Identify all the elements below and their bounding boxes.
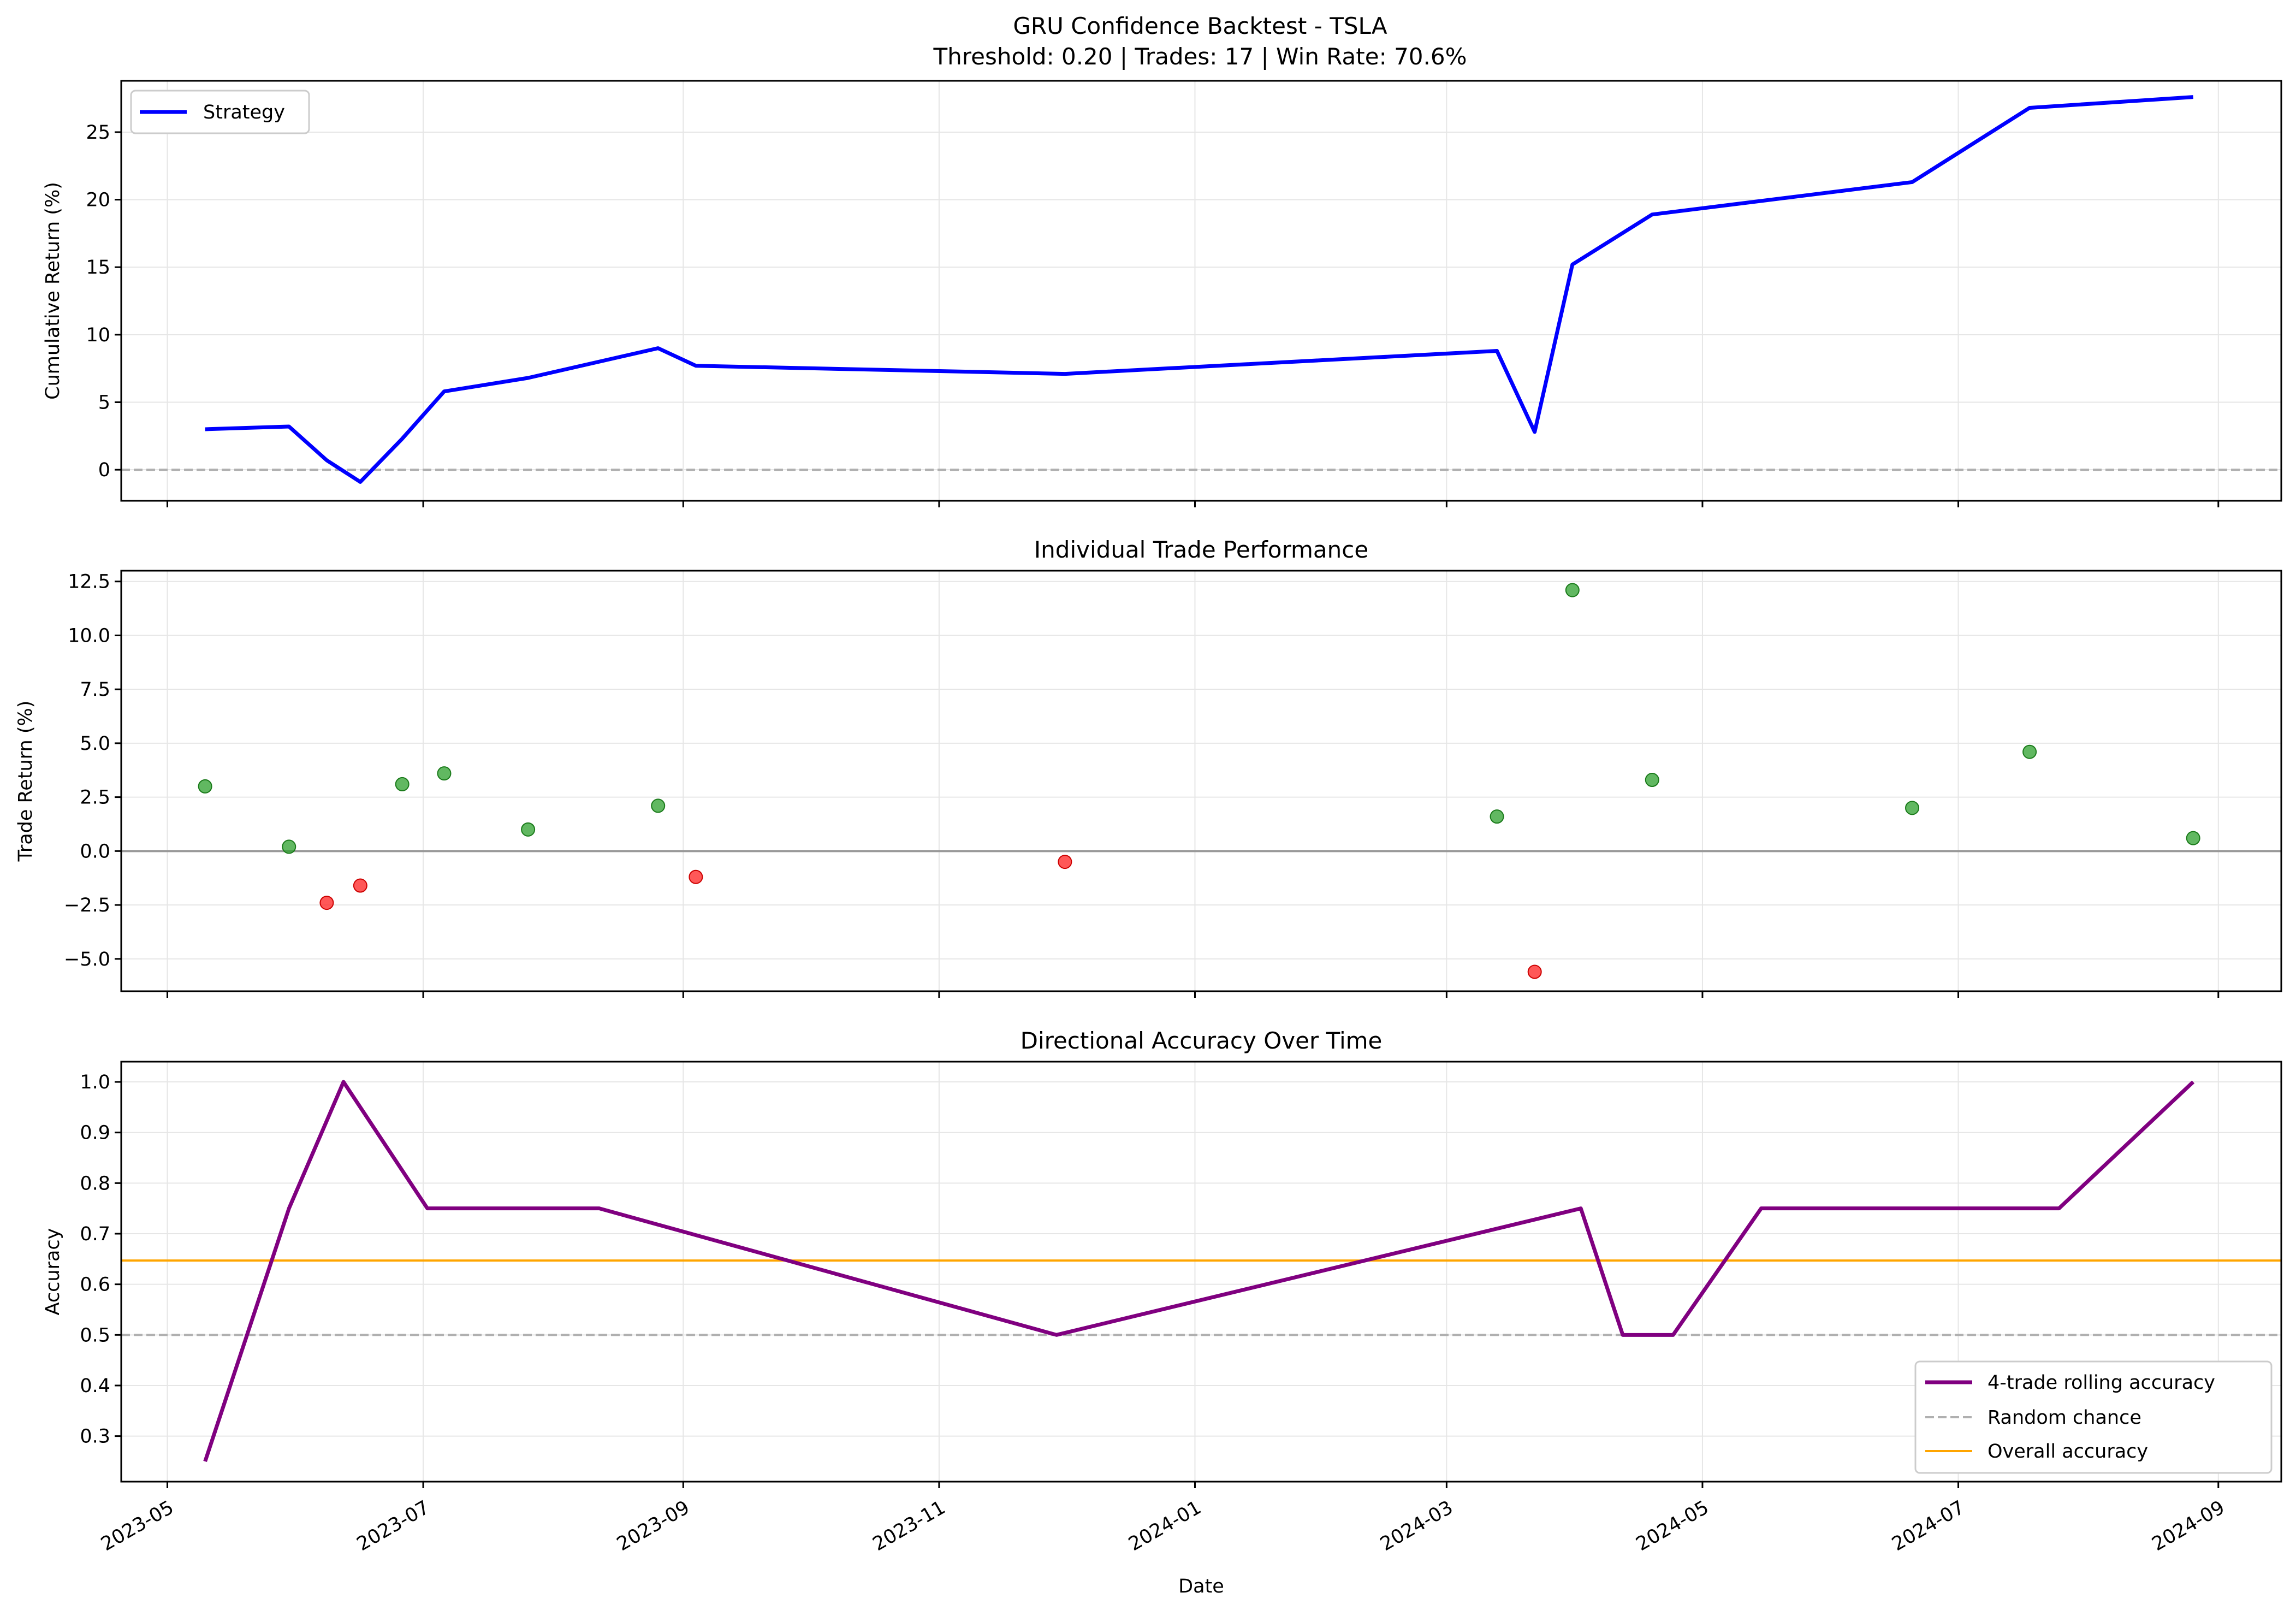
legend-box	[130, 90, 310, 134]
y-tick-label: 1.0	[80, 1072, 110, 1093]
accuracy-panel: 0.3 0.4 0.5 0.6 0.7 0.8 0.9 1.0 2023-05 2023-07 20…	[42, 1027, 2282, 1597]
figure-title-line1: GRU Confidence Backtest - TSLA	[1013, 13, 1387, 39]
panel-title: Directional Accuracy Over Time	[1021, 1027, 1383, 1054]
win-trade-point	[395, 777, 410, 791]
win-trade-point	[1905, 801, 1920, 815]
loss-trade-point	[1058, 855, 1072, 869]
loss-trade-point	[1527, 964, 1542, 979]
legend: 4-trade rolling accuracy Random chance Ove…	[1914, 1360, 2273, 1474]
win-trade-point	[1490, 809, 1504, 824]
x-tick-label: 2024-03	[1377, 1496, 1457, 1555]
y-tick-label: 7.5	[80, 679, 110, 701]
y-axis-label: Cumulative Return (%)	[42, 182, 64, 400]
y-tick-label: 0.0	[80, 840, 110, 862]
cumulative-return-panel: 0 5 10 15 20 25 Cumulative Return (%) Strategy	[42, 80, 2282, 507]
x-tick-label: 2024-07	[1888, 1496, 1968, 1555]
y-tick-label: 15	[86, 257, 110, 279]
x-tick-label: 2024-09	[2149, 1496, 2229, 1555]
win-trade-point	[1565, 583, 1580, 597]
x-tick-label: 2024-01	[1125, 1496, 1205, 1555]
legend-label: 4-trade rolling accuracy	[1988, 1372, 2215, 1394]
grid	[121, 81, 2281, 501]
y-axis-label: Accuracy	[42, 1228, 64, 1316]
win-trade-point	[651, 798, 666, 813]
rolling-accuracy-line	[203, 1080, 2195, 1463]
y-tick-label: 20	[86, 190, 110, 211]
y-tick-label: 10.0	[68, 625, 110, 647]
y-tick-label: 0.3	[80, 1426, 110, 1448]
y-tick-label: 0.8	[80, 1173, 110, 1194]
plot-frame	[120, 80, 2282, 502]
legend-label: Overall accuracy	[1988, 1441, 2148, 1463]
strategy-line	[205, 95, 2193, 484]
legend-label: Random chance	[1988, 1407, 2141, 1429]
win-trade-point	[2186, 831, 2200, 845]
y-tick-label: 2.5	[80, 787, 110, 809]
y-tick-label: 5	[98, 392, 110, 413]
trade-performance-panel: −5.0 −2.5 0.0 2.5 5.0 7.5 10.0 12.5 Trade Return…	[15, 536, 2282, 998]
y-tick-label: −2.5	[64, 895, 110, 916]
win-trade-point	[2022, 744, 2037, 759]
win-trade-point	[1645, 773, 1659, 788]
legend-label-strategy: Strategy	[203, 102, 285, 123]
figure-title-line2: Threshold: 0.20 | Trades: 17 | Win Rate:…	[933, 43, 1467, 70]
y-tick-label: 10	[86, 324, 110, 346]
y-tick-label: 12.5	[68, 571, 110, 593]
x-axis-label: Date	[1178, 1576, 1224, 1597]
win-trade-point	[198, 779, 212, 794]
y-axis-label: Trade Return (%)	[15, 701, 37, 862]
win-trade-point	[437, 766, 452, 781]
x-tick-label: 2023-09	[613, 1496, 693, 1555]
x-tick-label: 2023-11	[869, 1496, 950, 1555]
panel-title: Individual Trade Performance	[1034, 536, 1368, 563]
win-trade-point	[282, 839, 296, 854]
y-tick-label: 0.5	[80, 1324, 110, 1346]
y-tick-label: −5.0	[64, 949, 110, 970]
y-tick-label: 5.0	[80, 733, 110, 755]
y-tick-label: 0	[98, 459, 110, 481]
y-tick-label: 0.7	[80, 1223, 110, 1245]
x-tick-label: 2023-05	[97, 1496, 177, 1555]
grid	[121, 571, 2281, 991]
y-tick-label: 0.4	[80, 1375, 110, 1397]
win-trade-point	[521, 822, 536, 837]
x-tick-label: 2023-07	[353, 1496, 434, 1555]
y-tick-label: 25	[86, 122, 110, 144]
loss-trade-point	[689, 869, 703, 884]
x-tick-label: 2024-05	[1633, 1496, 1713, 1555]
legend: Strategy	[130, 90, 310, 134]
plot-frame	[120, 570, 2282, 992]
y-tick-label: 0.6	[80, 1274, 110, 1296]
loss-trade-point	[319, 896, 334, 910]
plot-frame	[120, 1061, 2282, 1483]
y-tick-label: 0.9	[80, 1122, 110, 1144]
loss-trade-point	[353, 878, 367, 893]
legend-box	[1914, 1360, 2273, 1474]
